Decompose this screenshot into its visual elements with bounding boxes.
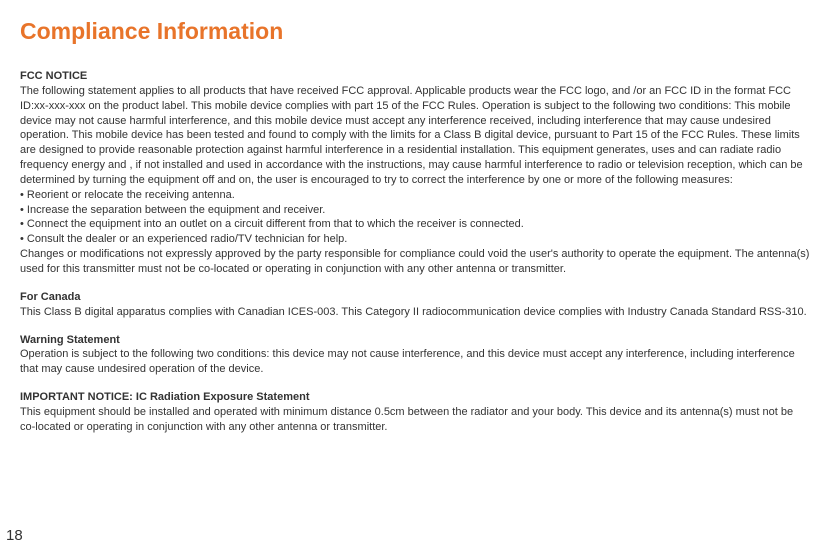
ic-heading: IMPORTANT NOTICE: IC Radiation Exposure … <box>20 390 811 405</box>
fcc-bullet-0: • Reorient or relocate the receiving ant… <box>20 188 811 203</box>
fcc-para1: The following statement applies to all p… <box>20 84 811 188</box>
page-title: Compliance Information <box>20 18 811 45</box>
fcc-para2: Changes or modifications not expressly a… <box>20 247 811 277</box>
canada-heading: For Canada <box>20 290 811 305</box>
fcc-bullet-3: • Consult the dealer or an experienced r… <box>20 232 811 247</box>
page-number: 18 <box>6 527 23 544</box>
fcc-section: FCC NOTICE The following statement appli… <box>20 69 811 277</box>
fcc-bullet-2: • Connect the equipment into an outlet o… <box>20 217 811 232</box>
warning-heading: Warning Statement <box>20 333 811 348</box>
ic-section: IMPORTANT NOTICE: IC Radiation Exposure … <box>20 390 811 435</box>
ic-para: This equipment should be installed and o… <box>20 405 811 435</box>
warning-section: Warning Statement Operation is subject t… <box>20 333 811 378</box>
canada-para: This Class B digital apparatus complies … <box>20 305 811 320</box>
warning-para: Operation is subject to the following tw… <box>20 347 811 377</box>
canada-section: For Canada This Class B digital apparatu… <box>20 290 811 320</box>
fcc-heading: FCC NOTICE <box>20 69 811 84</box>
fcc-bullet-1: • Increase the separation between the eq… <box>20 203 811 218</box>
